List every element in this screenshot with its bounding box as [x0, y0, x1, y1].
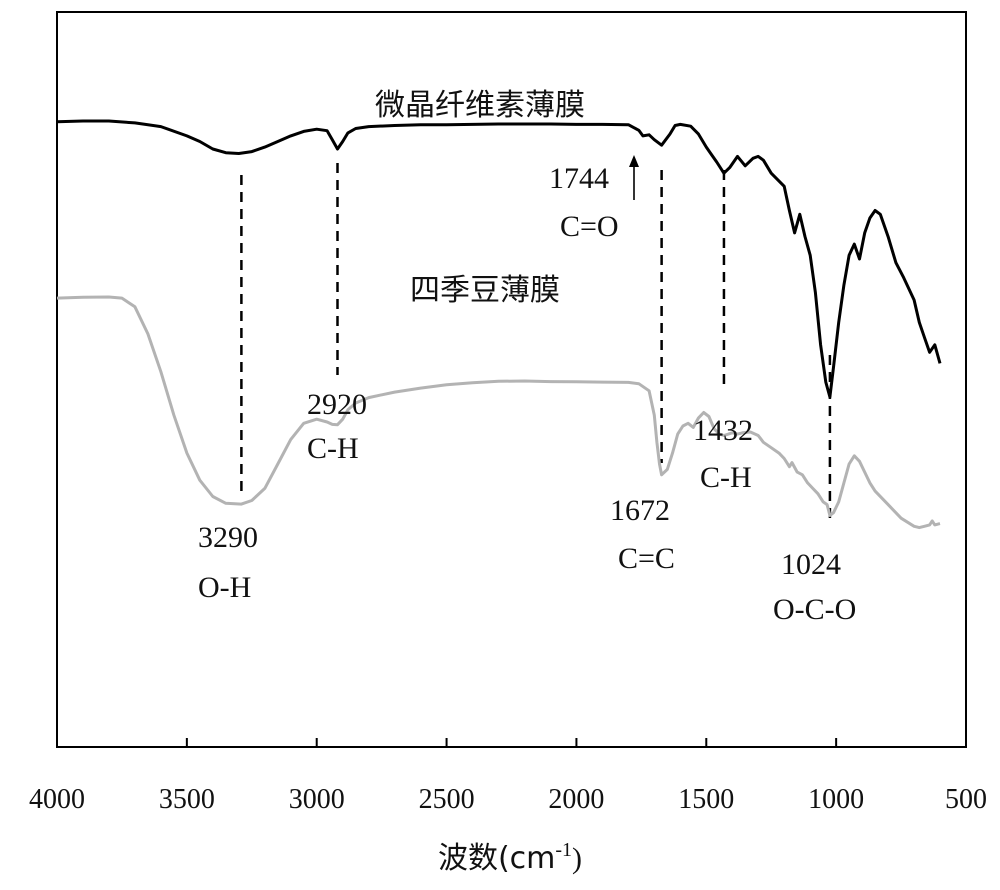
annotation-1672-value: 1672 [610, 494, 670, 527]
x-tick-label: 1500 [678, 784, 734, 815]
x-tick-label: 3500 [159, 784, 215, 815]
x-axis-label: 波数(cm-1) [438, 839, 582, 876]
plot-frame [56, 11, 967, 748]
series-label-four-season-bean: 四季豆薄膜 [410, 273, 560, 308]
x-tick-label: 2500 [419, 784, 475, 815]
annotation-1432-value: 1432 [693, 414, 753, 447]
annotation-1024-group: O-C-O [773, 593, 856, 626]
annotation-1744-arrowhead [629, 155, 639, 167]
annotation-1432-group: C-H [700, 461, 752, 494]
annotation-2920-group: C-H [307, 432, 359, 465]
series-line-four-season-bean [56, 295, 941, 530]
annotation-1744-value: 1744 [549, 162, 609, 195]
annotation-3290-group: O-H [198, 571, 251, 604]
x-axis-ticks: 4000 3500 3000 2500 2000 1500 1000 500 [29, 738, 987, 815]
x-tick-label: 4000 [29, 784, 85, 815]
dashed-marker-lines [240, 163, 832, 525]
x-tick-label: 1000 [808, 784, 864, 815]
series-label-mcc: 微晶纤维素薄膜 [375, 88, 585, 123]
x-tick-label: 3000 [289, 784, 345, 815]
x-tick-label: 2000 [548, 784, 604, 815]
annotation-1744-group: C=O [560, 210, 619, 243]
annotation-3290-value: 3290 [198, 521, 258, 554]
x-tick-label: 500 [945, 784, 987, 815]
annotation-1672-group: C=C [618, 542, 675, 575]
annotation-2920-value: 2920 [307, 388, 367, 421]
annotation-1024-value: 1024 [781, 548, 841, 581]
series-line-mcc [56, 119, 942, 399]
